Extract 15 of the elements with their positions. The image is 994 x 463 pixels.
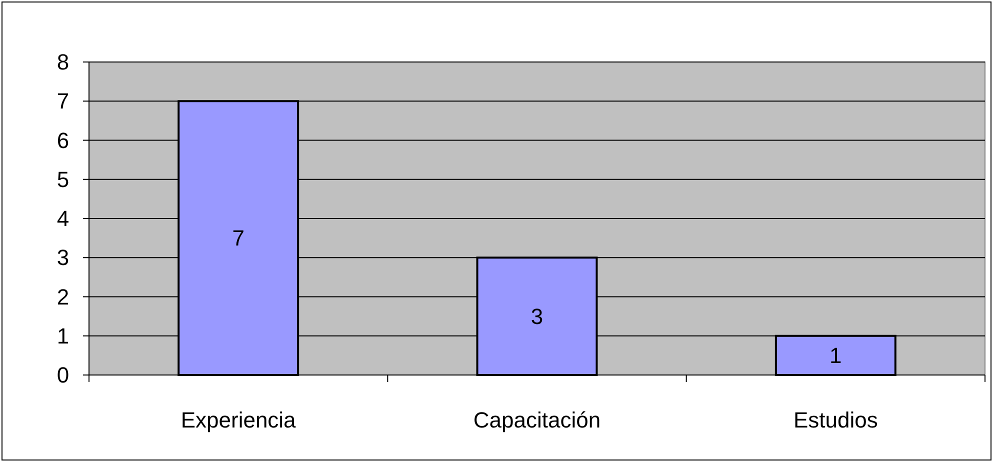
y-tick-label: 0: [56, 362, 70, 388]
x-tick-label: Experiencia: [180, 408, 297, 432]
data-label: 3: [530, 304, 544, 329]
y-tick-label: 4: [56, 206, 70, 231]
y-tick-label: 5: [56, 166, 70, 192]
y-tick-label: 8: [56, 50, 70, 74]
x-tick-label: Capacitación: [473, 408, 601, 432]
y-tick-label: 6: [56, 128, 70, 153]
y-tick-label: 3: [56, 245, 70, 270]
y-tick-label: 2: [56, 284, 70, 310]
data-label: 1: [830, 342, 842, 368]
y-tick-label: 1: [56, 323, 70, 348]
data-label: 7: [232, 226, 244, 251]
y-tick-label: 7: [56, 88, 70, 114]
x-tick-label: Estudios: [793, 408, 878, 432]
